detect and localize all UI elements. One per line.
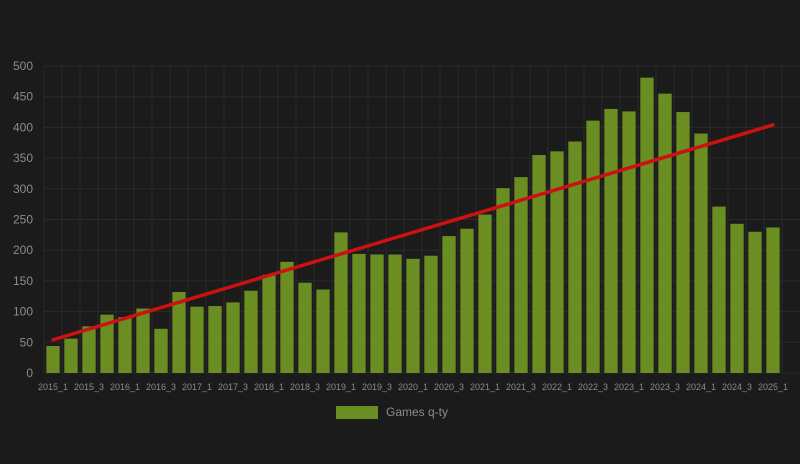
x-tick-label: 2024_1 (686, 382, 716, 392)
x-tick-label: 2025_1 (758, 382, 788, 392)
bar-2023_2[interactable] (640, 77, 654, 373)
y-tick-label: 250 (13, 213, 33, 227)
bar-2018_4[interactable] (316, 289, 330, 373)
y-tick-label: 100 (13, 305, 33, 319)
bar-2018_3[interactable] (298, 282, 312, 373)
y-axis: 0 50 100 150 200 250 300 350 400 450 500 (13, 59, 33, 380)
y-tick-label: 450 (13, 90, 33, 104)
x-tick-label: 2016_3 (146, 382, 176, 392)
legend-swatch (336, 405, 378, 419)
bar-2019_1[interactable] (334, 232, 348, 373)
x-tick-label: 2020_1 (398, 382, 428, 392)
bar-2024_3[interactable] (730, 223, 744, 373)
y-tick-label: 400 (13, 120, 33, 134)
x-tick-label: 2017_3 (218, 382, 248, 392)
bar-2022_2[interactable] (568, 141, 582, 373)
bar-2022_4[interactable] (604, 108, 618, 373)
x-tick-label: 2023_3 (650, 382, 680, 392)
bar-2022_1[interactable] (550, 151, 564, 373)
bar-2016_1[interactable] (118, 317, 132, 373)
bar-2023_4[interactable] (676, 112, 690, 374)
y-tick-label: 500 (13, 59, 33, 73)
x-tick-label: 2022_3 (578, 382, 608, 392)
bar-2017_3[interactable] (226, 302, 240, 373)
bar-2018_1[interactable] (262, 274, 276, 373)
bar-2016_4[interactable] (172, 291, 186, 373)
x-tick-label: 2016_1 (110, 382, 140, 392)
x-tick-label: 2018_3 (290, 382, 320, 392)
x-tick-label: 2021_1 (470, 382, 500, 392)
x-tick-label: 2024_3 (722, 382, 752, 392)
bar-2015_3[interactable] (82, 326, 96, 373)
x-tick-label: 2015_3 (74, 382, 104, 392)
y-tick-label: 150 (13, 274, 33, 288)
trend-line-group (51, 123, 775, 342)
x-tick-label: 2020_3 (434, 382, 464, 392)
bar-2017_4[interactable] (244, 290, 258, 373)
x-tick-label: 2017_1 (182, 382, 212, 392)
bars (46, 77, 780, 374)
bar-2019_4[interactable] (388, 254, 402, 373)
x-axis: 2015_1 2015_3 2016_1 2016_3 2017_1 2017_3 2018… (38, 382, 788, 392)
y-tick-label: 50 (20, 335, 34, 349)
x-tick-label: 2023_1 (614, 382, 644, 392)
bar-2024_1[interactable] (694, 133, 708, 373)
bar-2020_2[interactable] (424, 255, 438, 373)
bar-2015_2[interactable] (64, 338, 78, 373)
bar-2024_4[interactable] (748, 231, 762, 373)
bar-2021_1[interactable] (478, 214, 492, 373)
grid-lines (43, 65, 800, 374)
bar-2023_3[interactable] (658, 93, 672, 373)
x-tick-label: 2022_1 (542, 382, 572, 392)
legend[interactable]: Games q-ty (336, 405, 448, 419)
bar-2015_4[interactable] (100, 314, 114, 373)
x-tick-label: 2021_3 (506, 382, 536, 392)
bar-2020_3[interactable] (442, 236, 456, 373)
trend-line (51, 123, 775, 342)
bar-2022_3[interactable] (586, 120, 600, 374)
bar-2021_4[interactable] (532, 155, 546, 373)
bar-2016_3[interactable] (154, 328, 168, 373)
y-tick-label: 300 (13, 182, 33, 196)
bar-2023_1[interactable] (622, 111, 636, 373)
bar-2021_2[interactable] (496, 188, 510, 373)
y-tick-label: 350 (13, 151, 33, 165)
legend-label: Games q-ty (386, 405, 449, 419)
x-tick-label: 2019_3 (362, 382, 392, 392)
bar-2016_2[interactable] (136, 308, 150, 373)
bar-2017_2[interactable] (208, 306, 222, 373)
bar-2019_2[interactable] (352, 253, 366, 373)
x-tick-label: 2019_1 (326, 382, 356, 392)
y-tick-label: 200 (13, 243, 33, 257)
y-tick-label: 0 (26, 366, 33, 380)
bar-2017_1[interactable] (190, 306, 204, 373)
bar-2015_1[interactable] (46, 345, 60, 373)
bar-2020_1[interactable] (406, 258, 420, 373)
bar-2021_3[interactable] (514, 177, 528, 373)
bar-2025_1[interactable] (766, 227, 780, 373)
bar-2020_4[interactable] (460, 228, 474, 373)
x-tick-label: 2015_1 (38, 382, 68, 392)
bar-2018_2[interactable] (280, 261, 294, 373)
bar-2019_3[interactable] (370, 254, 384, 373)
bar-2024_2[interactable] (712, 206, 726, 373)
x-tick-label: 2018_1 (254, 382, 284, 392)
